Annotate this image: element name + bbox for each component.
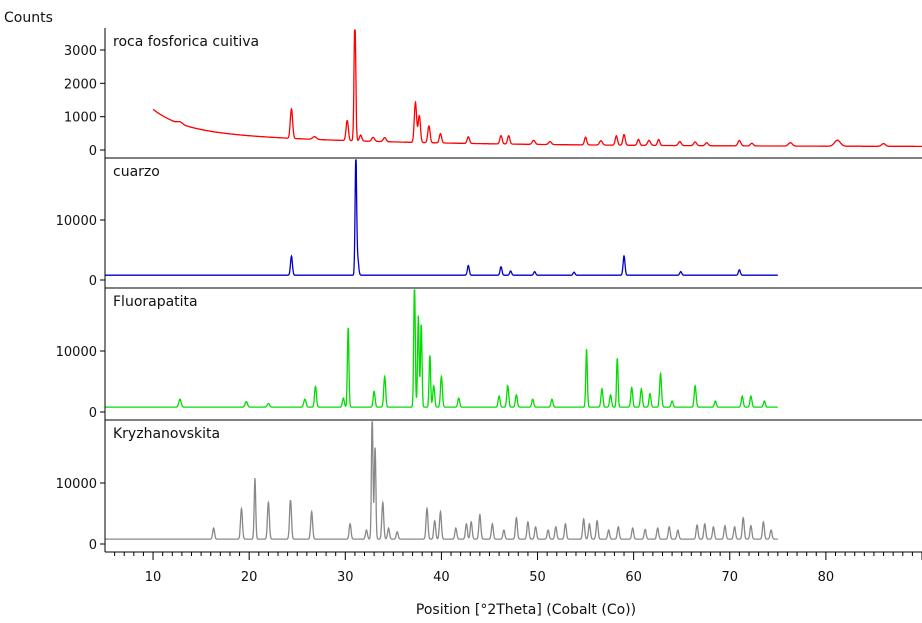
y-tick-label: 3000 [64, 44, 97, 59]
series-line [105, 289, 778, 408]
x-tick-label: 80 [818, 570, 835, 585]
x-tick-label: 20 [241, 570, 258, 585]
y-tick-label: 10000 [56, 477, 97, 492]
x-tick-label: 70 [721, 570, 738, 585]
x-tick-label: 60 [625, 570, 642, 585]
panels-layer: 0 1000 2000 3000 roca fosforica cuitiva 0 1000… [56, 29, 922, 553]
panel-4: 0 10000 Kryzhanovskita [56, 419, 922, 553]
series-line [105, 421, 778, 540]
y-tick-label: 1000 [64, 111, 97, 126]
y-tick-label: 10000 [56, 345, 97, 360]
series-line [152, 29, 922, 148]
y-tick-label: 0 [89, 144, 97, 159]
panel-title: cuarzo [113, 164, 160, 180]
y-tick-label: 0 [89, 406, 97, 421]
y-tick-label: 0 [89, 538, 97, 553]
x-tick-label: 50 [529, 570, 546, 585]
y-tick-label: 2000 [64, 77, 97, 92]
y-tick-label: 0 [89, 274, 97, 289]
y-tick-label: 10000 [56, 214, 97, 229]
x-axis-title: Position [°2Theta] (Cobalt (Co)) [416, 602, 636, 618]
x-tick-label: 10 [145, 570, 162, 585]
x-tick-label: 40 [433, 570, 450, 585]
panel-3: 0 10000 Fluorapatita [56, 287, 922, 421]
panel-1: 0 1000 2000 3000 roca fosforica cuitiva [64, 29, 922, 159]
x-axis: 10 20 30 40 50 60 70 80 [114, 552, 922, 585]
series-line [105, 159, 778, 276]
frame-layer [104, 28, 922, 553]
y-axis-title: Counts [4, 10, 53, 26]
panel-title: roca fosforica cuitiva [113, 34, 259, 50]
panel-title: Kryzhanovskita [113, 426, 220, 442]
panel-title: Fluorapatita [113, 294, 198, 310]
panel-2: 0 10000 cuarzo [56, 157, 922, 289]
x-tick-label: 30 [337, 570, 354, 585]
